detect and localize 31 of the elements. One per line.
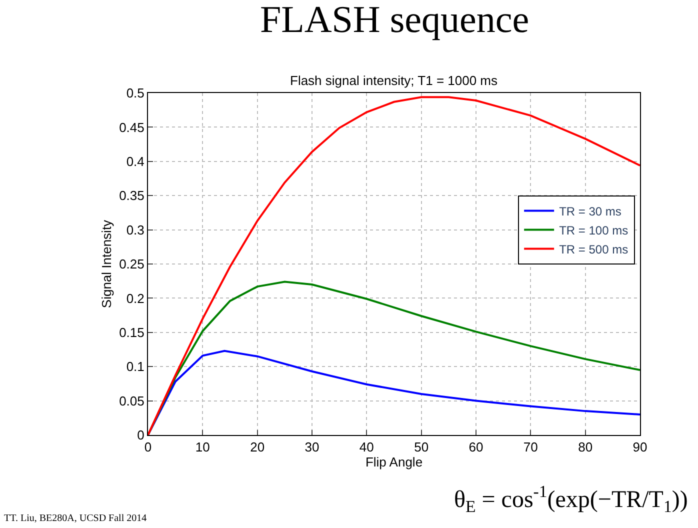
chart-subtitle: Flash signal intensity; T1 = 1000 ms [290,73,498,88]
x-tick-label: 70 [523,440,538,455]
y-axis-title: Signal Intensity [99,219,114,308]
text: θ$_{E}$ = cos$^{-1}$(exp(−TR/T$_{1}$)) [454,482,688,516]
y-tick-label: 0.1 [126,359,144,374]
y-tick-label: 0.45 [119,120,144,135]
x-tick-label: 20 [250,440,265,455]
legend-label: TR = 30 ms [559,204,622,218]
y-tick-label: 0.15 [119,324,144,340]
y-tick-label: 0.4 [126,154,144,169]
legend-label: TR = 100 ms [559,223,628,238]
y-tick-label: 0.05 [119,393,144,408]
chart-title: FLASH sequence [260,0,530,41]
legend-label: TR = 500 ms [559,242,628,256]
line-series [148,350,640,435]
x-tick-label: 80 [578,440,593,455]
x-tick-label: 30 [304,440,320,455]
x-tick-label: 90 [632,440,648,455]
y-tick-label: 0.5 [126,86,144,101]
y-tick-label: 0.3 [126,222,144,238]
x-axis-title: Flip Angle [365,454,423,470]
x-tick-label: 50 [414,440,429,455]
x-tick-label: 60 [468,440,484,455]
y-tick-label: 0.25 [119,256,144,272]
x-tick-label: 10 [195,440,210,455]
line-series [148,96,640,435]
y-tick-label: 0.35 [119,188,144,204]
text: TT. Liu, BE280A, UCSD Fall 2014 [4,513,147,524]
y-tick-label: 0 [137,428,144,443]
y-tick-label: 0.2 [126,290,144,306]
x-tick-label: 40 [359,440,374,455]
